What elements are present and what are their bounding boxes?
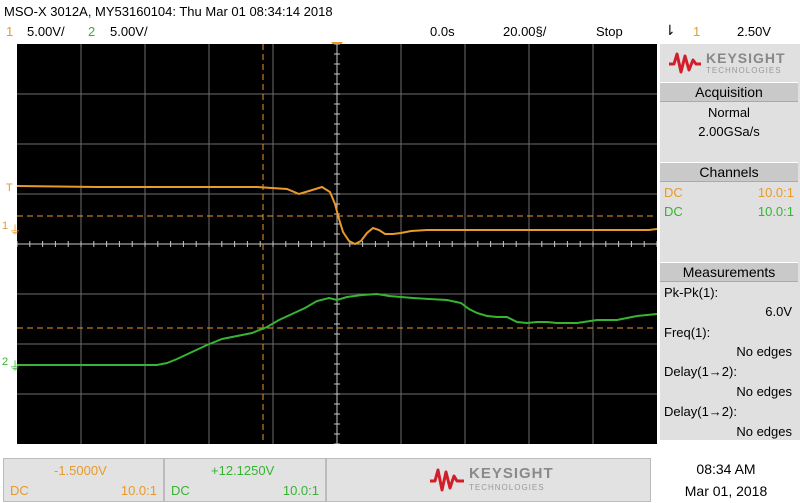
keysight-logo-icon <box>668 50 702 76</box>
graticule <box>17 44 657 444</box>
measurement-label: Pk-Pk(1): <box>664 285 718 300</box>
brand-name: KEYSIGHT <box>706 50 786 66</box>
ch1-coupling-bottom: DC <box>10 483 29 498</box>
measurements-title[interactable]: Measurements <box>660 262 798 282</box>
measurement-value: 6.0V <box>765 304 792 319</box>
time-scale[interactable]: 20.00§/ <box>503 24 546 40</box>
ch2-number[interactable]: 2 <box>88 24 95 40</box>
brand-name-bottom: KEYSIGHT <box>469 465 554 482</box>
ch1-ground-marker[interactable]: 1 <box>2 220 8 232</box>
sample-rate: 2.00GSa/s <box>660 124 798 139</box>
waveform-display[interactable] <box>17 44 657 444</box>
ground-icon: ⏚ <box>9 357 21 374</box>
ch2-scale[interactable]: 5.00V/ <box>110 24 148 40</box>
brand-subtitle-bottom: TECHNOLOGIES <box>469 483 545 492</box>
run-state[interactable]: Stop <box>596 24 623 40</box>
trigger-edge-icon: ⇂ <box>664 22 676 38</box>
ch1-info-box[interactable]: -1.5000V DC 10.0:1 <box>3 458 164 502</box>
trigger-channel[interactable]: 1 <box>693 24 700 40</box>
ch2-coupling-bottom: DC <box>171 483 190 498</box>
measurement-value: No edges <box>736 424 792 439</box>
ch1-scale[interactable]: 5.00V/ <box>27 24 65 40</box>
ch2-probe: 10.0:1 <box>758 204 794 219</box>
ch1-probe-bottom: 10.0:1 <box>121 483 157 498</box>
keysight-logo-icon <box>429 466 465 494</box>
ch2-offset: +12.1250V <box>211 463 274 478</box>
ground-icon: ⏚ <box>9 221 21 238</box>
ch2-coupling: DC <box>664 204 683 219</box>
scope-title: MSO-X 3012A, MY53160104: Thu Mar 01 08:3… <box>4 4 333 20</box>
measurement-label: Freq(1): <box>664 325 710 340</box>
brand-subtitle: TECHNOLOGIES <box>706 66 782 75</box>
ch1-offset: -1.5000V <box>54 463 107 478</box>
ch2-ground-marker[interactable]: 2 <box>2 356 8 368</box>
measurement-label: Delay(1→2): <box>664 404 737 419</box>
clock-time: 08:34 AM <box>652 461 800 477</box>
measurement-value: No edges <box>736 344 792 359</box>
ch2-probe-bottom: 10.0:1 <box>283 483 319 498</box>
side-panel: KEYSIGHT TECHNOLOGIES Acquisition Normal… <box>660 44 800 440</box>
time-position[interactable]: 0.0s <box>430 24 455 40</box>
clock-date: Mar 01, 2018 <box>652 483 800 499</box>
ch1-number[interactable]: 1 <box>6 24 13 40</box>
ch1-coupling: DC <box>664 185 683 200</box>
measurement-label: Delay(1→2): <box>664 364 737 379</box>
trigger-level[interactable]: 2.50V <box>737 24 771 40</box>
acquisition-title[interactable]: Acquisition <box>660 82 798 102</box>
ch2-info-box[interactable]: +12.1250V DC 10.0:1 <box>164 458 326 502</box>
ch1-probe: 10.0:1 <box>758 185 794 200</box>
acquisition-mode: Normal <box>660 105 798 120</box>
brand-box: KEYSIGHT TECHNOLOGIES <box>326 458 651 502</box>
trigger-level-marker[interactable]: T <box>6 182 13 194</box>
measurement-value: No edges <box>736 384 792 399</box>
channels-title[interactable]: Channels <box>660 162 798 182</box>
